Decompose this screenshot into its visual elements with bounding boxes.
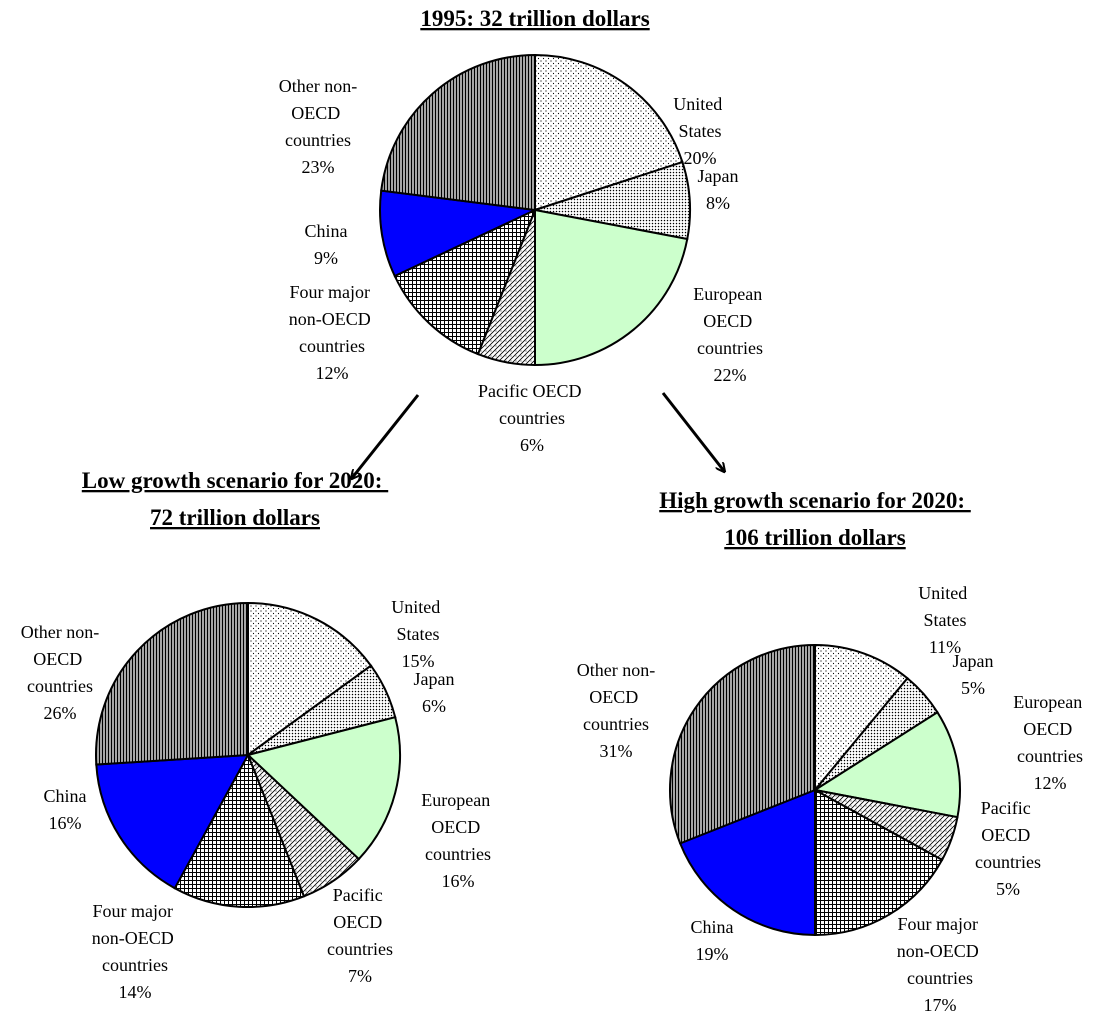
slice-label: Four major non-OECD countries (897, 914, 984, 988)
chart-title: 1995: 32 trillion dollars (420, 6, 649, 31)
value-label: 19% (696, 944, 729, 964)
value-label: 9% (314, 248, 338, 268)
value-label: 16% (442, 871, 475, 891)
arrow (661, 392, 724, 471)
value-label: 8% (706, 193, 730, 213)
slice-label: Four major non-OECD countries (92, 901, 179, 975)
slice-label: European OECD countries (693, 284, 766, 358)
pie-slice (534, 53, 684, 212)
pie-slice (95, 601, 249, 766)
value-label: 22% (714, 365, 747, 385)
value-label: 14% (119, 982, 152, 1002)
value-label: 7% (348, 966, 372, 986)
value-label: 26% (44, 703, 77, 723)
pie-slice (678, 788, 816, 937)
pie-slice (95, 753, 250, 890)
value-label: 20% (684, 148, 717, 168)
pie-slice (380, 53, 536, 212)
slice-label: Other non-OECD countries (577, 660, 655, 734)
slice-label: Four major non-OECD countries (289, 282, 376, 356)
value-label: 16% (49, 813, 82, 833)
chart-title: High growth scenario for 2020: 106 trill… (659, 488, 971, 550)
value-label: 5% (996, 879, 1020, 899)
value-label: 6% (422, 696, 446, 716)
value-label: 12% (316, 363, 349, 383)
slice-label: Japan (414, 669, 455, 689)
pie-slice (247, 601, 373, 757)
value-label: 15% (402, 651, 435, 671)
pie-slice (393, 208, 537, 356)
slice-label: China (44, 786, 87, 806)
value-label: 11% (929, 637, 961, 657)
pie-slice (173, 752, 306, 908)
slice-label: China (305, 221, 348, 241)
slice-label: United States (918, 583, 972, 630)
slice-label: European OECD countries (1013, 692, 1086, 766)
slice-label: United States (673, 94, 727, 141)
slice-label: Other non-OECD countries (21, 622, 99, 696)
value-label: 31% (600, 741, 633, 761)
value-label: 23% (302, 157, 335, 177)
slice-label: Other non-OECD countries (279, 76, 357, 150)
slice-label: European OECD countries (421, 790, 494, 864)
pie-slice (669, 643, 816, 845)
chart-title: Low growth scenario for 2020: 72 trillio… (82, 468, 388, 530)
value-label: 17% (924, 995, 957, 1015)
pie-slice (379, 189, 539, 278)
slice-label: Japan (698, 166, 739, 186)
slice-label: Pacific OECD countries (478, 381, 586, 428)
pie-slice (245, 715, 401, 861)
pie-slice (814, 643, 909, 793)
slice-label: United States (391, 597, 445, 644)
slice-label: Japan (953, 651, 994, 671)
value-label: 12% (1034, 773, 1067, 793)
value-label: 6% (520, 435, 544, 455)
pie-slice (814, 788, 944, 937)
value-label: 5% (961, 678, 985, 698)
pie-slice (812, 710, 961, 819)
slice-label: China (691, 917, 734, 937)
slice-label: Pacific OECD countries (327, 885, 393, 959)
slice-label: Pacific OECD countries (975, 798, 1041, 872)
pie-slice (534, 208, 689, 367)
arrow (352, 394, 420, 478)
